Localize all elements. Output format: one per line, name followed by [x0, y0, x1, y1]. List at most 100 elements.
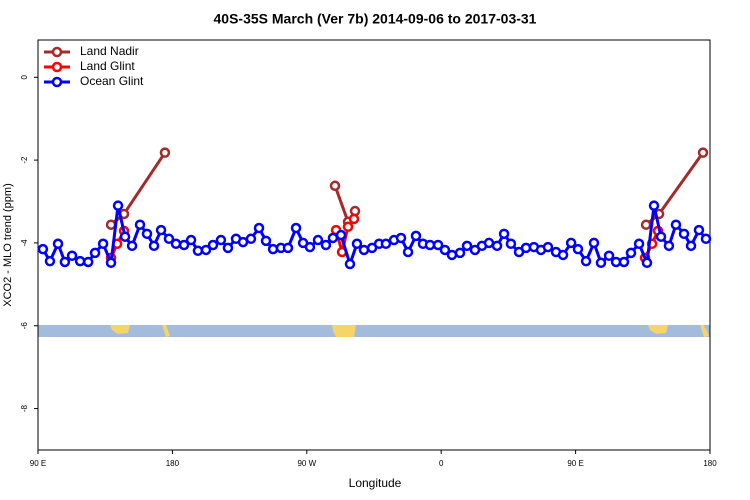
- data-point: [439, 244, 451, 256]
- data-point: [483, 237, 495, 249]
- data-point: [693, 224, 705, 236]
- data-point: [648, 200, 660, 211]
- data-point: [565, 237, 577, 249]
- data-point: [159, 147, 171, 158]
- legend-marker: [51, 61, 63, 73]
- legend-marker: [51, 46, 63, 58]
- data-point: [155, 224, 167, 236]
- data-point: [185, 234, 197, 246]
- data-point: [358, 244, 370, 256]
- data-point: [461, 240, 473, 252]
- data-point: [44, 255, 56, 267]
- x-tick-label: 0: [439, 459, 444, 468]
- data-point: [282, 242, 294, 254]
- data-point: [454, 247, 466, 259]
- data-point: [141, 228, 153, 240]
- data-point: [663, 240, 675, 252]
- data-point: [207, 239, 219, 251]
- data-point: [557, 249, 569, 261]
- data-point: [89, 247, 101, 259]
- data-point: [245, 233, 257, 245]
- y-tick-label: -6: [20, 322, 29, 330]
- data-point: [402, 246, 414, 258]
- land-blob: [648, 325, 668, 334]
- legend-marker: [51, 76, 63, 88]
- data-point: [304, 241, 316, 253]
- data-point: [260, 235, 272, 247]
- data-point: [253, 222, 265, 234]
- plot-frame: [37, 39, 711, 451]
- data-point: [97, 238, 109, 250]
- data-point: [329, 180, 341, 192]
- x-axis-label: Longitude: [349, 476, 402, 490]
- data-point: [52, 238, 64, 250]
- y-tick-label: -4: [20, 239, 29, 247]
- data-point: [446, 249, 458, 261]
- data-point: [498, 228, 510, 240]
- data-point: [215, 234, 227, 246]
- y-axis-label: XCO2 - MLO trend (ppm): [2, 183, 14, 306]
- data-point: [580, 255, 592, 267]
- data-point: [119, 231, 131, 242]
- data-point: [290, 222, 302, 234]
- data-point: [542, 241, 554, 253]
- data-point: [312, 234, 324, 246]
- ocean-band: [38, 325, 710, 337]
- data-point: [588, 237, 600, 249]
- data-point: [380, 238, 392, 250]
- data-point: [37, 243, 49, 255]
- legend-label: Ocean Glint: [80, 74, 144, 88]
- data-point: [170, 238, 182, 250]
- data-point: [82, 256, 94, 268]
- data-point: [192, 245, 204, 257]
- x-tick-label: 180: [703, 459, 717, 468]
- data-point: [700, 233, 712, 245]
- data-point: [505, 238, 517, 250]
- y-tick-label: -2: [20, 156, 29, 164]
- chart-title: 40S-35S March (Ver 7b) 2014-09-06 to 201…: [214, 11, 537, 27]
- data-point: [320, 239, 332, 251]
- data-point: [163, 233, 175, 245]
- data-point: [344, 258, 356, 270]
- data-point: [327, 232, 339, 244]
- data-point: [59, 256, 71, 268]
- data-point: [424, 239, 436, 251]
- map-strip: [38, 325, 710, 337]
- data-point: [410, 230, 422, 242]
- y-tick-label: -8: [20, 404, 29, 412]
- data-point: [105, 219, 117, 230]
- data-point: [432, 239, 444, 251]
- land-blob: [162, 325, 170, 337]
- y-tick-label: 0: [20, 74, 29, 79]
- data-point: [105, 257, 117, 269]
- land-blob: [110, 325, 130, 334]
- data-point: [633, 238, 645, 250]
- data-point: [670, 219, 682, 230]
- data-point: [148, 240, 160, 252]
- land-blob: [700, 325, 709, 337]
- data-point: [655, 231, 667, 242]
- data-point: [618, 256, 630, 268]
- data-point: [603, 250, 615, 262]
- land-blob: [332, 325, 356, 337]
- data-point: [74, 255, 86, 267]
- x-tick-label: 90 E: [30, 459, 46, 468]
- x-tick-label: 180: [166, 459, 180, 468]
- data-point: [335, 229, 347, 241]
- data-point: [685, 240, 697, 252]
- data-point: [641, 257, 653, 269]
- data-point: [126, 240, 138, 252]
- data-point: [348, 213, 360, 225]
- data-point: [640, 219, 652, 230]
- data-point: [267, 243, 279, 255]
- data-point: [625, 247, 637, 259]
- data-point: [178, 239, 190, 251]
- x-tick-label: 90 W: [297, 459, 316, 468]
- data-point: [66, 250, 78, 262]
- data-point: [572, 243, 584, 255]
- data-point: [595, 257, 607, 269]
- data-point: [200, 244, 212, 256]
- data-point: [134, 219, 146, 230]
- x-tick-label: 90 E: [567, 459, 583, 468]
